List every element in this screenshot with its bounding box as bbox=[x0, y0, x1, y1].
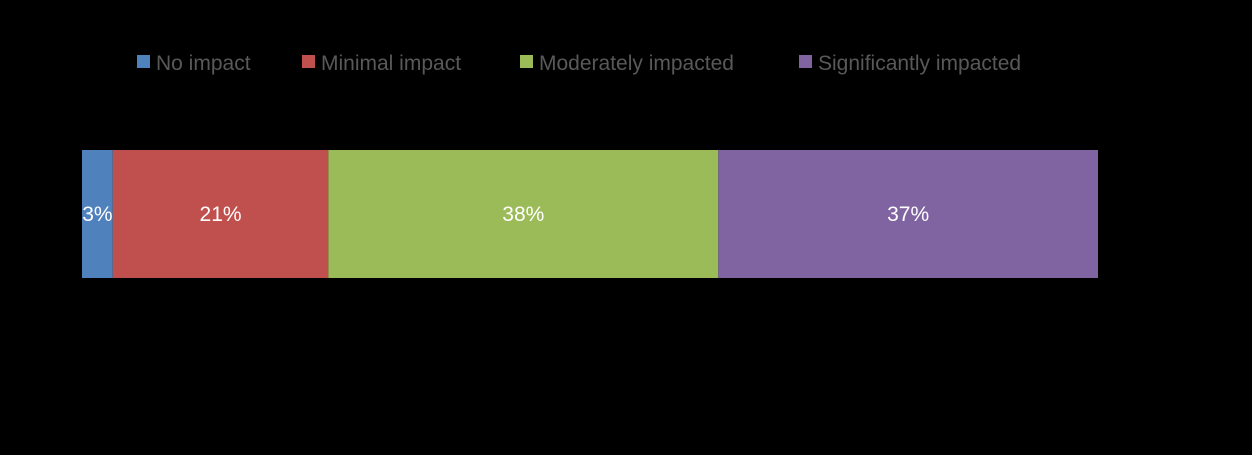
legend: No impact Minimal impact Moderately impact… bbox=[137, 52, 1021, 75]
legend-swatch-minimal-impact bbox=[302, 55, 315, 68]
legend-swatch-moderately-impacted bbox=[520, 55, 533, 68]
data-labels: 3% 21% 38% 37% bbox=[82, 203, 929, 226]
legend-label-no-impact: No impact bbox=[156, 52, 251, 75]
legend-swatch-significantly-impacted bbox=[799, 55, 812, 68]
legend-label-significantly-impacted: Significantly impacted bbox=[818, 52, 1021, 75]
data-label-moderately-impacted: 38% bbox=[502, 203, 544, 226]
legend-label-minimal-impact: Minimal impact bbox=[321, 52, 461, 75]
bar-segment-moderately-impacted bbox=[328, 150, 719, 278]
legend-label-moderately-impacted: Moderately impacted bbox=[539, 52, 734, 75]
legend-swatch-no-impact bbox=[137, 55, 150, 68]
data-label-no-impact: 3% bbox=[82, 203, 112, 226]
bar-segment-no-impact bbox=[82, 150, 113, 278]
bar-segment-minimal-impact bbox=[112, 150, 329, 278]
data-label-significantly-impacted: 37% bbox=[887, 203, 929, 226]
bar-segments bbox=[82, 150, 1098, 278]
bar-segment-significantly-impacted bbox=[718, 150, 1098, 278]
data-label-minimal-impact: 21% bbox=[200, 203, 242, 226]
